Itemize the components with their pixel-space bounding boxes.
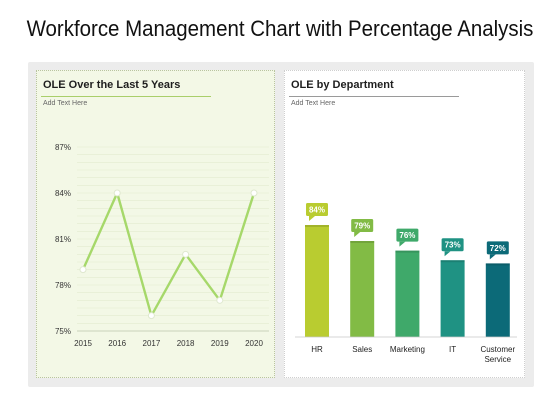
value-label: 84% [309,206,325,215]
data-point [79,266,87,274]
data-point [113,189,121,197]
category-label: Marketing [390,345,425,354]
x-tick-label: 2017 [143,339,161,348]
y-tick-label: 84% [55,189,71,198]
value-callout [306,203,328,216]
x-tick-label: 2018 [177,339,195,348]
bar [305,225,329,337]
ole-dept-subtitle: Add Text Here [291,100,336,107]
bar-top-edge [485,263,510,266]
callout-pointer [309,216,315,221]
category-label-line: Service [484,355,511,364]
x-tick-label: 2015 [74,339,92,348]
callout-pointer [354,232,361,237]
y-tick-label: 78% [55,281,71,290]
bar [485,263,510,337]
page-title: Workforce Management Chart with Percenta… [26,16,534,41]
bar [440,260,465,337]
bar-chart: 84% HR 79% Sales 76% Marketing 73% IT 72% Custome… [295,203,517,364]
ole-trend-title: OLE Over the Last 5 Years [43,79,181,91]
x-tick-label: 2016 [108,339,126,348]
ole-series-line [81,191,256,317]
title-underline [289,96,459,97]
category-label: IT [449,345,456,354]
bar-top-edge [350,241,375,243]
y-tick-label: 81% [55,235,71,244]
data-point [147,312,155,320]
ole-dept-panel: OLE by Department Add Text Here 84% HR 79%… [284,70,525,378]
category-label: Customer Service [480,345,515,364]
value-callout [396,228,419,242]
callout-pointer [444,251,451,257]
ole-trend-subtitle: Add Text Here [43,100,88,107]
ole-trend-panel: OLE Over the Last 5 Years Add Text Here … [36,70,275,378]
line-chart: 75% 78% 81% 84% 87% 2015 2016 2017 2018 2019 2020 [55,143,269,348]
ole-dept-title: OLE by Department [291,79,394,91]
category-label: HR [311,345,323,354]
value-callout [351,219,374,232]
value-label: 76% [399,231,415,240]
y-tick-label: 75% [55,327,71,336]
value-label: 79% [354,222,370,231]
category-label: Sales [352,345,372,354]
value-callout [441,238,464,252]
category-label-line: Customer [480,345,515,354]
bar-top-edge [305,225,329,227]
x-tick-label: 2020 [245,339,263,348]
callout-pointer [399,241,406,247]
data-point [250,189,258,197]
value-callout [486,241,509,255]
callout-pointer [489,254,496,260]
bar-top-edge [395,250,420,253]
data-point [216,296,224,304]
title-underline [41,96,211,97]
bar-top-edge [440,260,465,263]
value-label: 73% [445,241,461,250]
x-tick-label: 2019 [211,339,229,348]
data-point [182,250,190,258]
y-tick-label: 87% [55,143,71,152]
value-label: 72% [490,244,506,253]
bar [350,241,375,337]
bar [395,250,420,337]
